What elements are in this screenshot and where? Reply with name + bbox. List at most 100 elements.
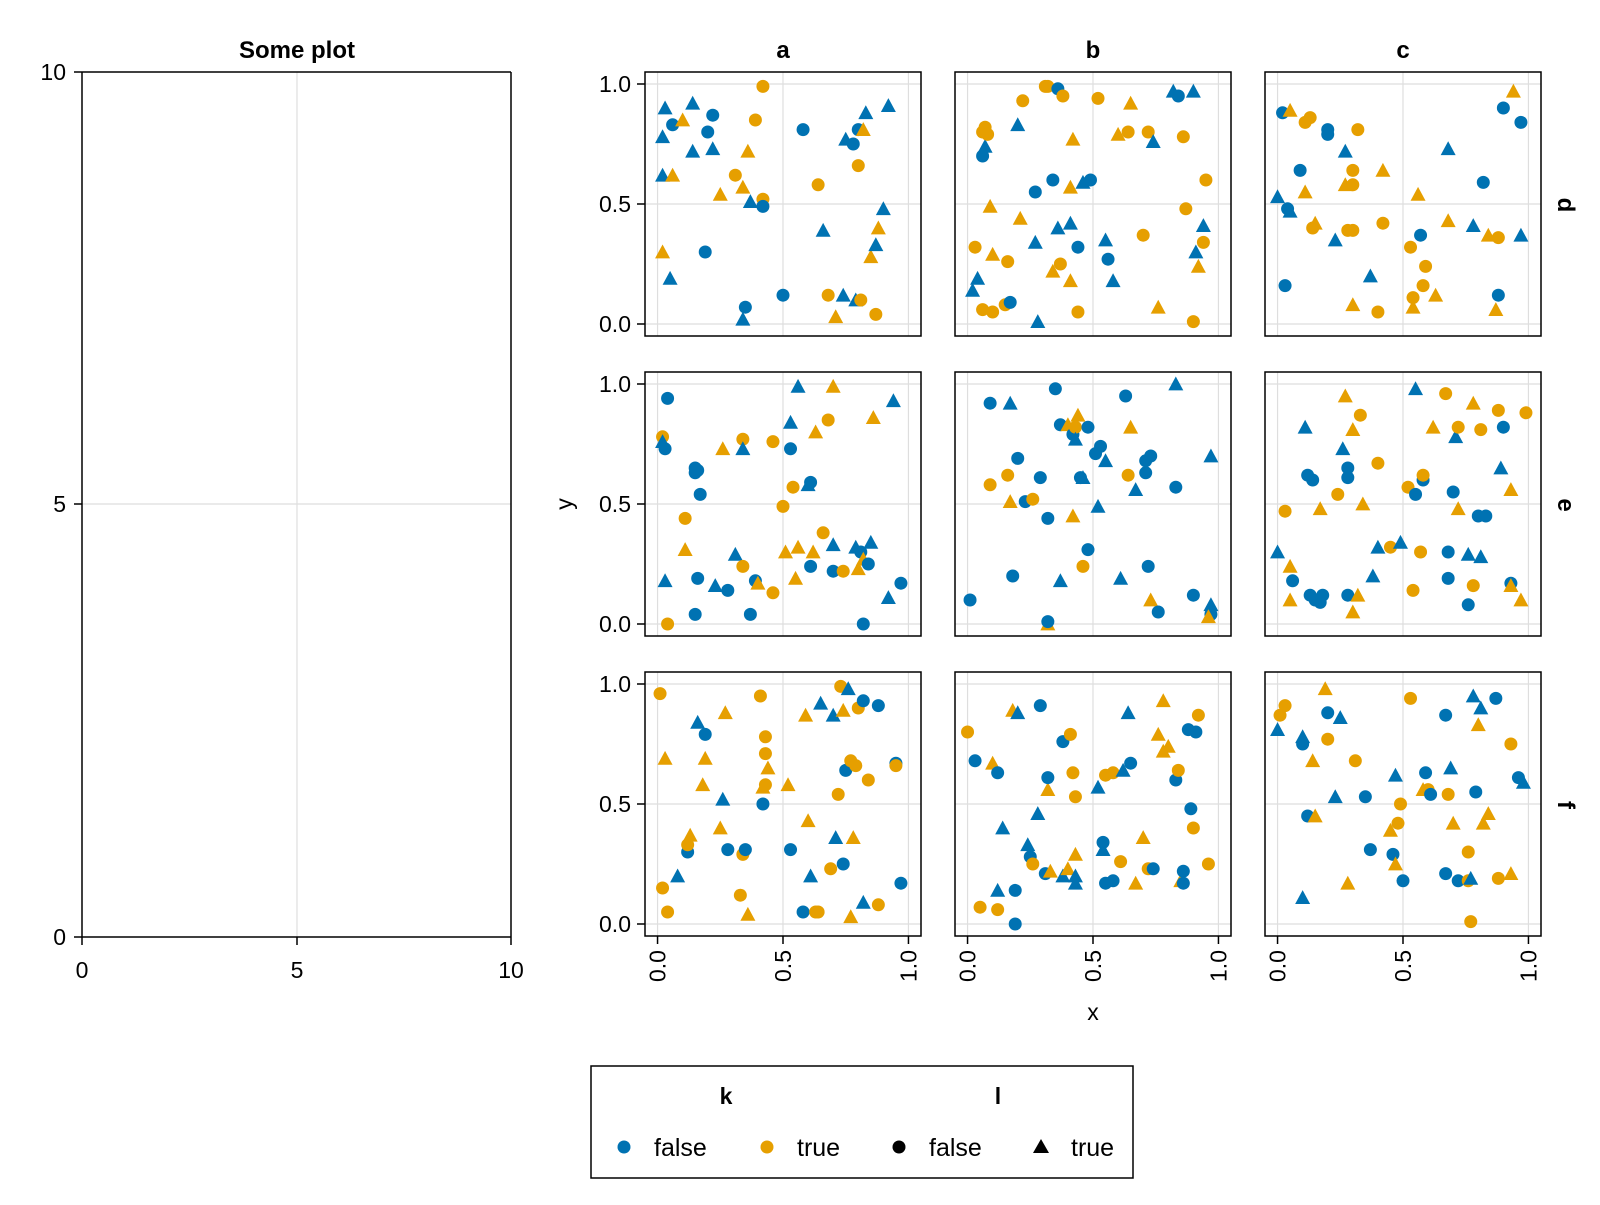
data-point-circle	[1464, 915, 1478, 929]
data-point-circle	[1393, 797, 1407, 811]
data-point-circle	[851, 159, 865, 173]
data-point-circle	[691, 571, 705, 585]
data-point-circle	[1071, 305, 1085, 319]
data-point-circle	[1189, 725, 1203, 739]
y-axis-label: y	[551, 498, 577, 510]
y-tick-label: 0.5	[599, 491, 631, 517]
data-point-triangle	[800, 813, 816, 828]
data-point-triangle	[835, 287, 851, 302]
data-point-triangle	[675, 112, 691, 127]
legend-title-l: l	[995, 1083, 1001, 1109]
data-point-triangle	[735, 441, 751, 456]
data-point-triangle	[1332, 710, 1348, 724]
data-point-triangle	[790, 539, 806, 554]
data-point-triangle	[1075, 174, 1091, 189]
data-point-circle	[861, 557, 875, 571]
data-point-circle	[656, 881, 670, 895]
data-point-circle	[1441, 787, 1455, 801]
data-point-triangle	[865, 410, 881, 424]
data-point-triangle	[1503, 578, 1519, 592]
data-point-circle	[1008, 917, 1022, 931]
data-point-circle	[743, 607, 757, 621]
data-point-triangle	[1067, 875, 1083, 890]
data-point-triangle	[1155, 693, 1171, 708]
data-point-triangle	[1203, 448, 1219, 463]
data-point-circle	[1006, 569, 1020, 583]
data-point-triangle	[1270, 544, 1286, 559]
data-point-circle	[1446, 485, 1460, 499]
data-point-triangle	[1392, 534, 1408, 549]
data-point-circle	[973, 900, 987, 914]
data-point-triangle	[783, 414, 799, 429]
data-point-triangle	[655, 129, 671, 144]
data-point-triangle	[1440, 141, 1456, 156]
data-point-triangle	[1425, 419, 1441, 434]
data-point-circle	[1341, 471, 1355, 485]
data-point-circle	[1303, 111, 1317, 125]
data-point-triangle	[1505, 83, 1521, 98]
data-point-circle	[854, 293, 868, 307]
data-point-triangle	[868, 237, 884, 252]
data-point-circle	[1124, 756, 1138, 770]
data-point-triangle	[655, 167, 671, 182]
x-tick-label: 5	[291, 957, 304, 983]
data-point-triangle	[825, 537, 841, 552]
data-point-circle	[1186, 315, 1200, 329]
data-point-circle	[1033, 699, 1047, 713]
data-point-circle	[1341, 461, 1355, 475]
data-point-circle	[1346, 178, 1360, 192]
data-point-triangle	[1030, 314, 1046, 328]
data-point-triangle	[740, 143, 756, 158]
data-point-triangle	[1090, 498, 1106, 513]
data-point-triangle	[1387, 767, 1403, 782]
data-point-circle	[981, 127, 995, 141]
x-tick-label: 0.5	[1390, 950, 1416, 982]
data-point-triangle	[1145, 134, 1161, 148]
data-point-triangle	[1052, 573, 1068, 588]
data-point-circle	[1053, 257, 1067, 271]
data-point-circle	[796, 905, 810, 919]
data-point-triangle	[845, 830, 861, 844]
data-point-circle	[661, 391, 675, 405]
data-point-circle	[824, 862, 838, 876]
data-point-circle	[1146, 862, 1160, 876]
facet-e-a: 0.0 0.5 1.0	[599, 371, 922, 637]
data-point-triangle	[662, 270, 678, 285]
data-point-circle	[991, 766, 1005, 780]
data-point-triangle	[1463, 870, 1479, 885]
data-point-circle	[1278, 279, 1292, 293]
data-point-circle	[1316, 588, 1330, 602]
data-point-circle	[1141, 559, 1155, 573]
data-point-circle	[1171, 89, 1185, 103]
data-point-triangle	[1062, 273, 1078, 288]
data-point-triangle	[828, 309, 844, 324]
x-axis-label: x	[1087, 999, 1099, 1025]
data-point-circle	[1083, 173, 1097, 187]
data-point-circle	[1371, 305, 1385, 319]
x-tick-label: 1.0	[1515, 950, 1541, 982]
legend-label-l-false: false	[929, 1134, 982, 1162]
data-point-circle	[1278, 504, 1292, 518]
data-point-circle	[821, 413, 835, 427]
data-point-circle	[1033, 471, 1047, 485]
data-point-triangle	[1408, 381, 1424, 396]
data-point-circle	[1404, 691, 1418, 705]
data-point-circle	[1068, 790, 1082, 804]
data-point-circle	[1489, 691, 1503, 705]
data-point-triangle	[1065, 131, 1081, 146]
data-point-triangle	[1340, 875, 1356, 890]
y-tick-label: 1.0	[599, 371, 631, 397]
data-point-triangle	[695, 777, 711, 792]
data-point-circle	[1184, 802, 1198, 816]
data-point-circle	[1278, 699, 1292, 713]
data-point-triangle	[885, 393, 901, 408]
data-point-triangle	[858, 105, 874, 120]
legend-marker-k-false	[617, 1140, 631, 1154]
data-point-circle	[796, 123, 810, 137]
facet-e-b	[954, 371, 1232, 637]
data-point-circle	[1451, 420, 1465, 434]
data-point-circle	[1041, 511, 1055, 525]
data-point-triangle	[1168, 376, 1184, 391]
x-tick-label: 0.5	[770, 950, 796, 982]
